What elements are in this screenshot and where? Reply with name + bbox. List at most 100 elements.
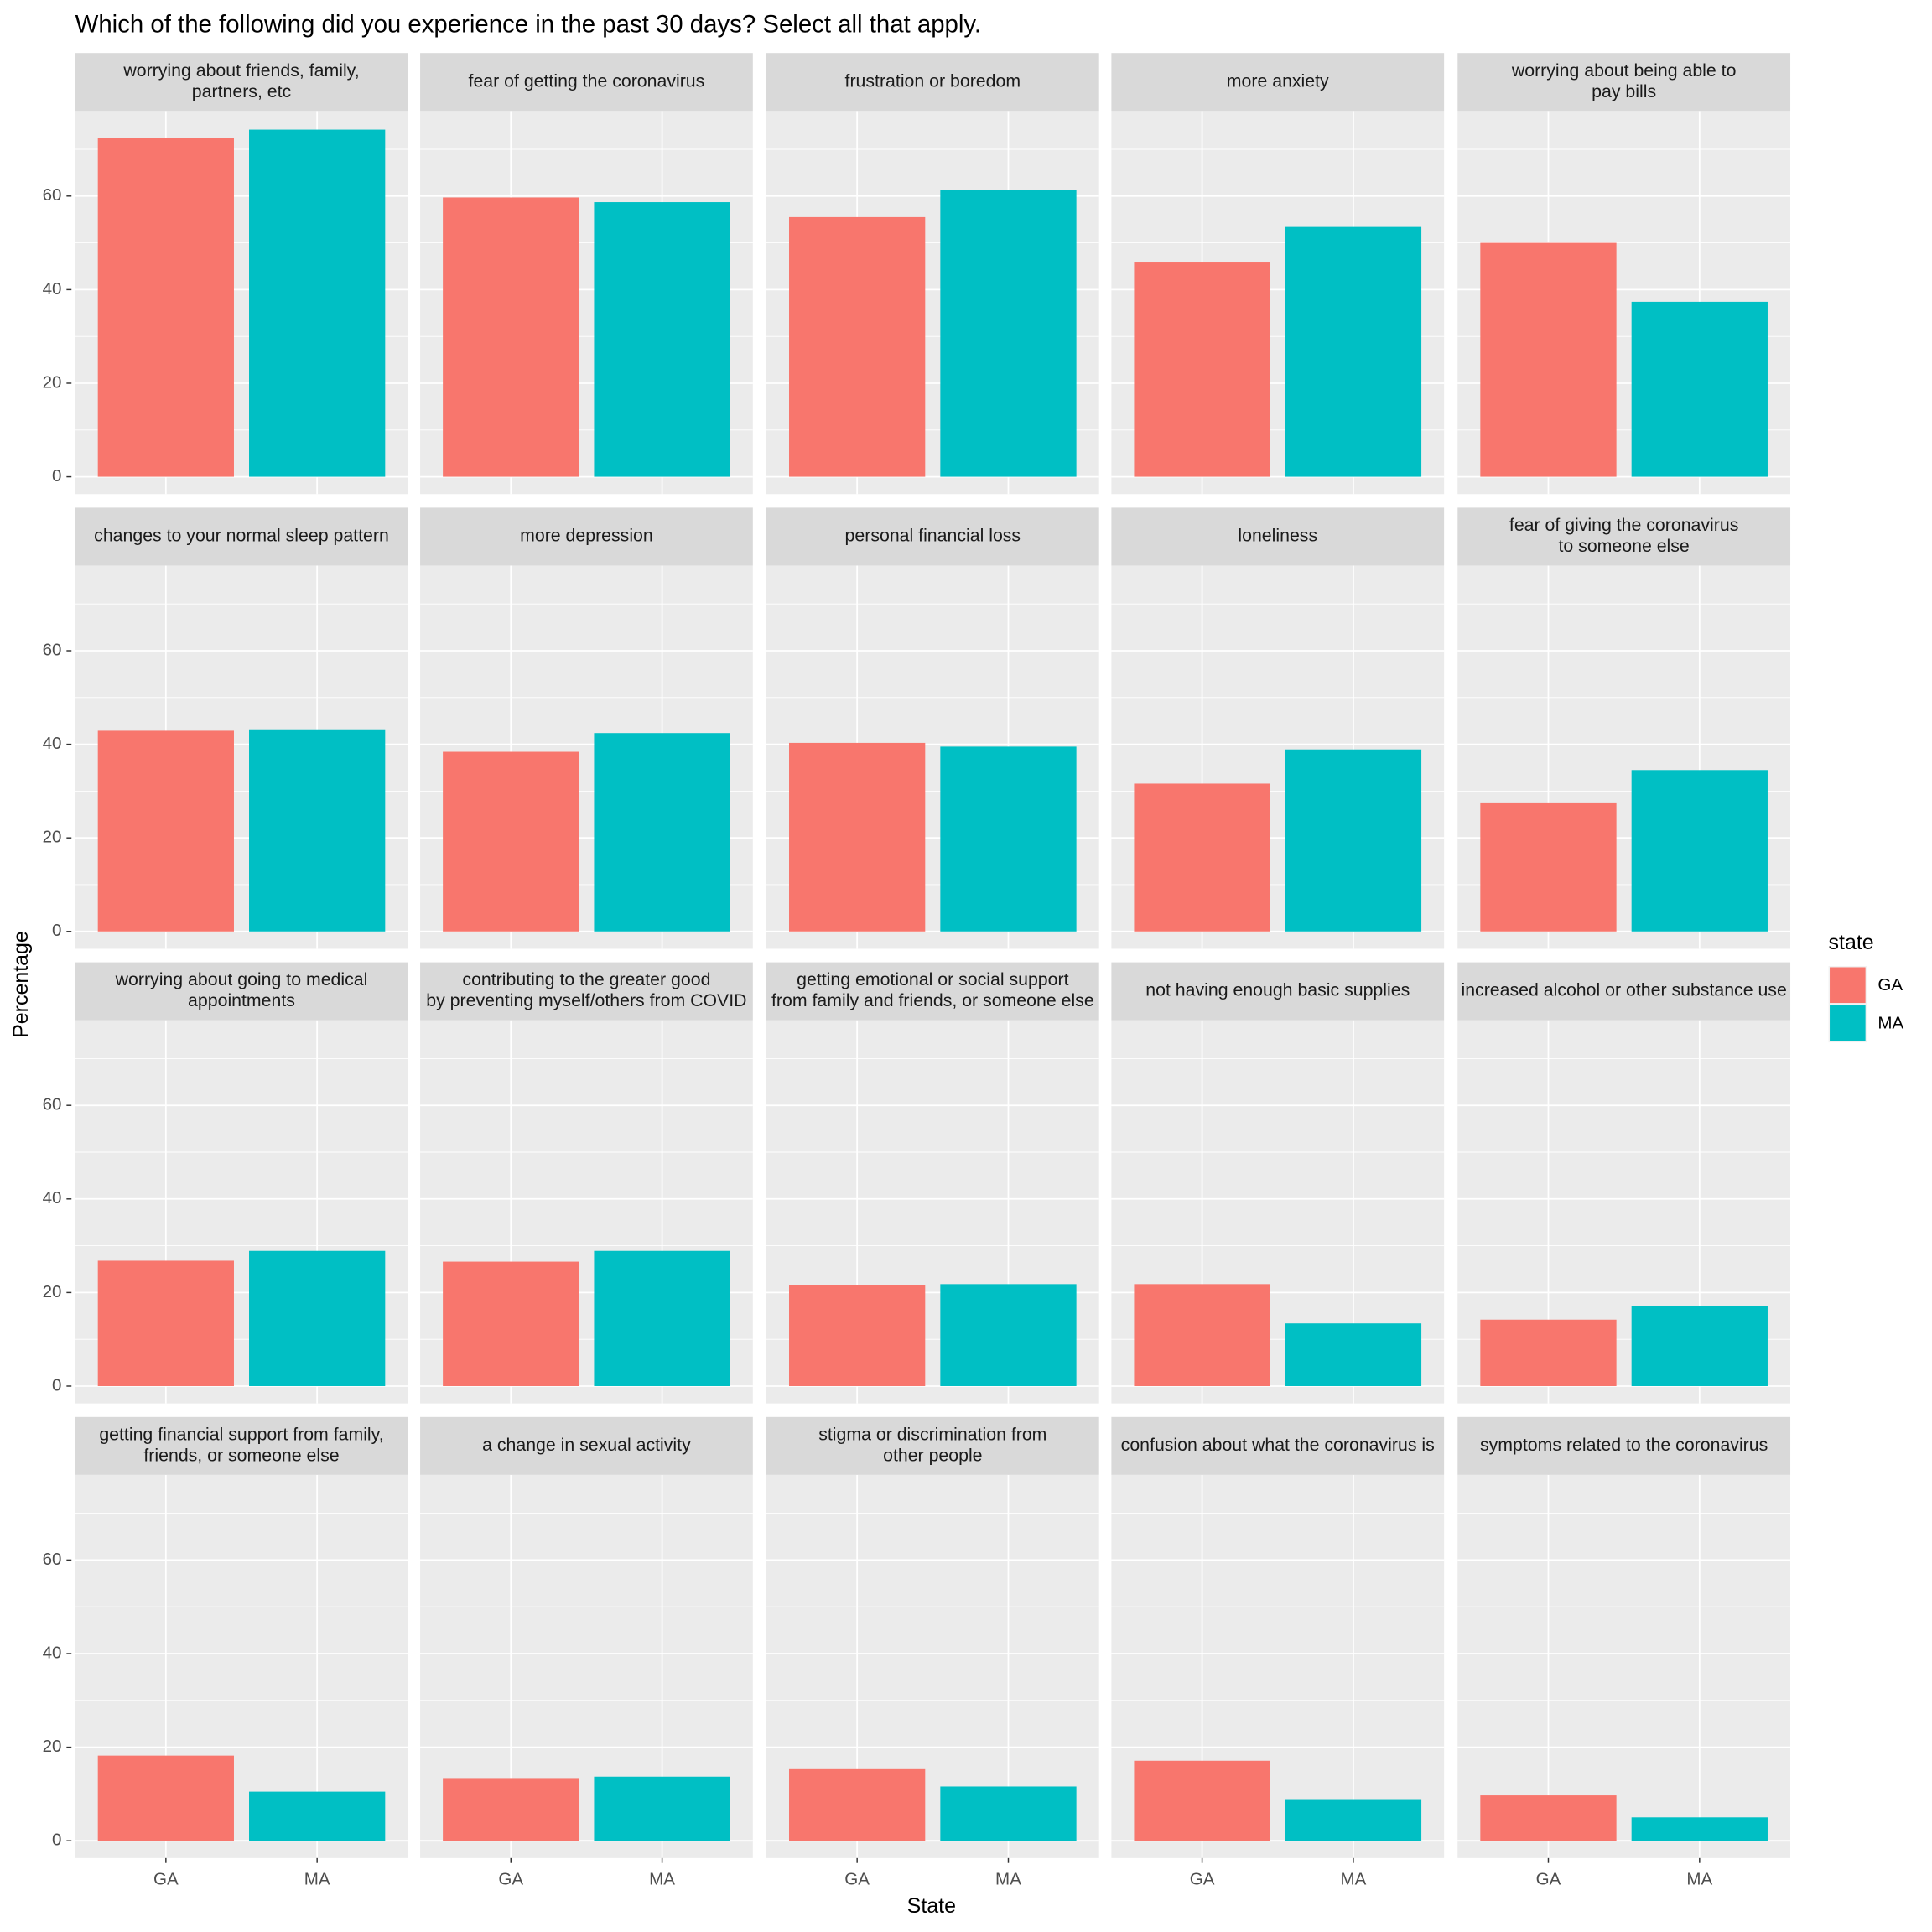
facet-label: fear of giving the coronavirus bbox=[1509, 515, 1738, 535]
facet-strip bbox=[1111, 1416, 1445, 1475]
y-tick-label: 60 bbox=[43, 185, 62, 205]
facet-label: more depression bbox=[520, 526, 653, 546]
facet-label: worrying about going to medical bbox=[115, 969, 368, 989]
bar bbox=[1134, 1760, 1270, 1841]
y-tick-label: 0 bbox=[52, 466, 61, 486]
y-tick-label: 40 bbox=[43, 279, 62, 299]
facet-label: more anxiety bbox=[1227, 70, 1329, 91]
bar bbox=[940, 190, 1077, 477]
bar bbox=[1631, 301, 1768, 477]
bar bbox=[249, 129, 386, 477]
bar bbox=[249, 1791, 386, 1841]
y-tick-label: 0 bbox=[52, 921, 61, 940]
bar bbox=[940, 1284, 1077, 1386]
bar bbox=[789, 742, 926, 932]
facet-label: loneliness bbox=[1238, 526, 1317, 546]
legend-title: state bbox=[1829, 931, 1874, 954]
facet-strip bbox=[766, 507, 1099, 566]
facet-label: appointments bbox=[188, 990, 295, 1010]
bar bbox=[1631, 1817, 1768, 1841]
y-tick-label: 40 bbox=[43, 1188, 62, 1208]
bar bbox=[97, 1755, 234, 1841]
facet-label: friends, or someone else bbox=[143, 1445, 339, 1465]
x-tick-label: MA bbox=[1686, 1870, 1712, 1889]
bar bbox=[1134, 1284, 1270, 1386]
facet-strip bbox=[75, 962, 408, 1021]
facet-label: changes to your normal sleep pattern bbox=[94, 526, 389, 546]
legend-swatch bbox=[1830, 967, 1866, 1004]
bar bbox=[1285, 1323, 1422, 1386]
facet-label: frustration or boredom bbox=[845, 70, 1021, 91]
chart-title: Which of the following did you experienc… bbox=[75, 11, 981, 39]
y-tick-label: 60 bbox=[43, 640, 62, 659]
facet-strip bbox=[1457, 962, 1791, 1021]
bar bbox=[1480, 242, 1617, 477]
x-tick-label: MA bbox=[304, 1870, 330, 1889]
bar bbox=[1285, 226, 1422, 477]
facet-label: worrying about friends, family, bbox=[122, 60, 359, 80]
bar bbox=[1631, 1306, 1768, 1386]
bar bbox=[249, 729, 386, 932]
facet-label: increased alcohol or other substance use bbox=[1461, 980, 1786, 1000]
facet-strip bbox=[766, 962, 1099, 1021]
bar bbox=[1285, 749, 1422, 932]
facet-strip bbox=[75, 1416, 408, 1475]
x-tick-label: MA bbox=[1341, 1870, 1367, 1889]
y-tick-label: 40 bbox=[43, 1643, 62, 1662]
x-tick-label: GA bbox=[1190, 1870, 1215, 1889]
y-tick-label: 20 bbox=[43, 1737, 62, 1756]
bar bbox=[1285, 1799, 1422, 1841]
y-tick-label: 20 bbox=[43, 1282, 62, 1301]
facet-strip bbox=[766, 1416, 1099, 1475]
x-tick-label: GA bbox=[498, 1870, 523, 1889]
x-tick-label: GA bbox=[1536, 1870, 1561, 1889]
facet-strip bbox=[1111, 507, 1445, 566]
y-tick-label: 20 bbox=[43, 828, 62, 847]
y-tick-label: 60 bbox=[43, 1095, 62, 1114]
facet-strip bbox=[1457, 507, 1791, 566]
facet-label: by preventing myself/others from COVID bbox=[426, 990, 746, 1010]
x-axis-label: State bbox=[907, 1894, 956, 1918]
facet-label: partners, etc bbox=[192, 81, 292, 101]
facet-label: stigma or discrimination from bbox=[818, 1424, 1046, 1444]
facet-strip bbox=[1457, 53, 1791, 112]
facet-strip bbox=[420, 962, 753, 1021]
facet-label: confusion about what the coronavirus is bbox=[1121, 1435, 1435, 1455]
x-tick-label: MA bbox=[649, 1870, 675, 1889]
bar bbox=[594, 733, 730, 932]
bar bbox=[940, 746, 1077, 932]
y-axis-label: Percentage bbox=[9, 931, 33, 1038]
y-tick-label: 0 bbox=[52, 1831, 61, 1850]
facet-label: not having enough basic supplies bbox=[1145, 980, 1410, 1000]
facet-label: to someone else bbox=[1559, 536, 1690, 556]
legend-label: GA bbox=[1877, 975, 1903, 995]
facet-strip bbox=[1457, 1416, 1791, 1475]
bar bbox=[1480, 1319, 1617, 1386]
bar bbox=[594, 1776, 730, 1841]
bar bbox=[443, 751, 579, 932]
facet-strip bbox=[1111, 962, 1445, 1021]
facet-label: pay bills bbox=[1592, 81, 1656, 101]
bar bbox=[97, 138, 234, 477]
bar bbox=[1631, 770, 1768, 932]
y-tick-label: 20 bbox=[43, 372, 62, 392]
legend-label: MA bbox=[1877, 1013, 1903, 1032]
bar bbox=[789, 216, 926, 477]
bar bbox=[789, 1285, 926, 1386]
facet-strip bbox=[420, 507, 753, 566]
x-tick-label: GA bbox=[844, 1870, 870, 1889]
facet-strip bbox=[75, 507, 408, 566]
facet-label: symptoms related to the coronavirus bbox=[1480, 1435, 1768, 1455]
bar bbox=[789, 1768, 926, 1841]
facet-label: a change in sexual activity bbox=[482, 1435, 691, 1455]
facet-label: worrying about being able to bbox=[1511, 60, 1737, 80]
facet-label: contributing to the greater good bbox=[462, 969, 710, 989]
bar bbox=[1134, 783, 1270, 932]
facet-strip bbox=[766, 53, 1099, 112]
facet-label: fear of getting the coronavirus bbox=[469, 70, 705, 91]
bar bbox=[1480, 1795, 1617, 1841]
bar bbox=[97, 730, 234, 932]
bar bbox=[1480, 802, 1617, 932]
facet-strip bbox=[1111, 53, 1445, 112]
